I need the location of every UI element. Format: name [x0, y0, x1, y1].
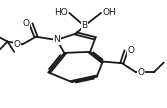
Text: HO: HO	[54, 8, 68, 17]
Text: O: O	[22, 19, 29, 28]
Text: N: N	[53, 35, 60, 44]
Text: O: O	[128, 46, 135, 55]
Text: OH: OH	[103, 8, 116, 17]
Text: O: O	[138, 68, 145, 77]
Text: B: B	[81, 21, 87, 30]
Text: O: O	[14, 40, 21, 49]
